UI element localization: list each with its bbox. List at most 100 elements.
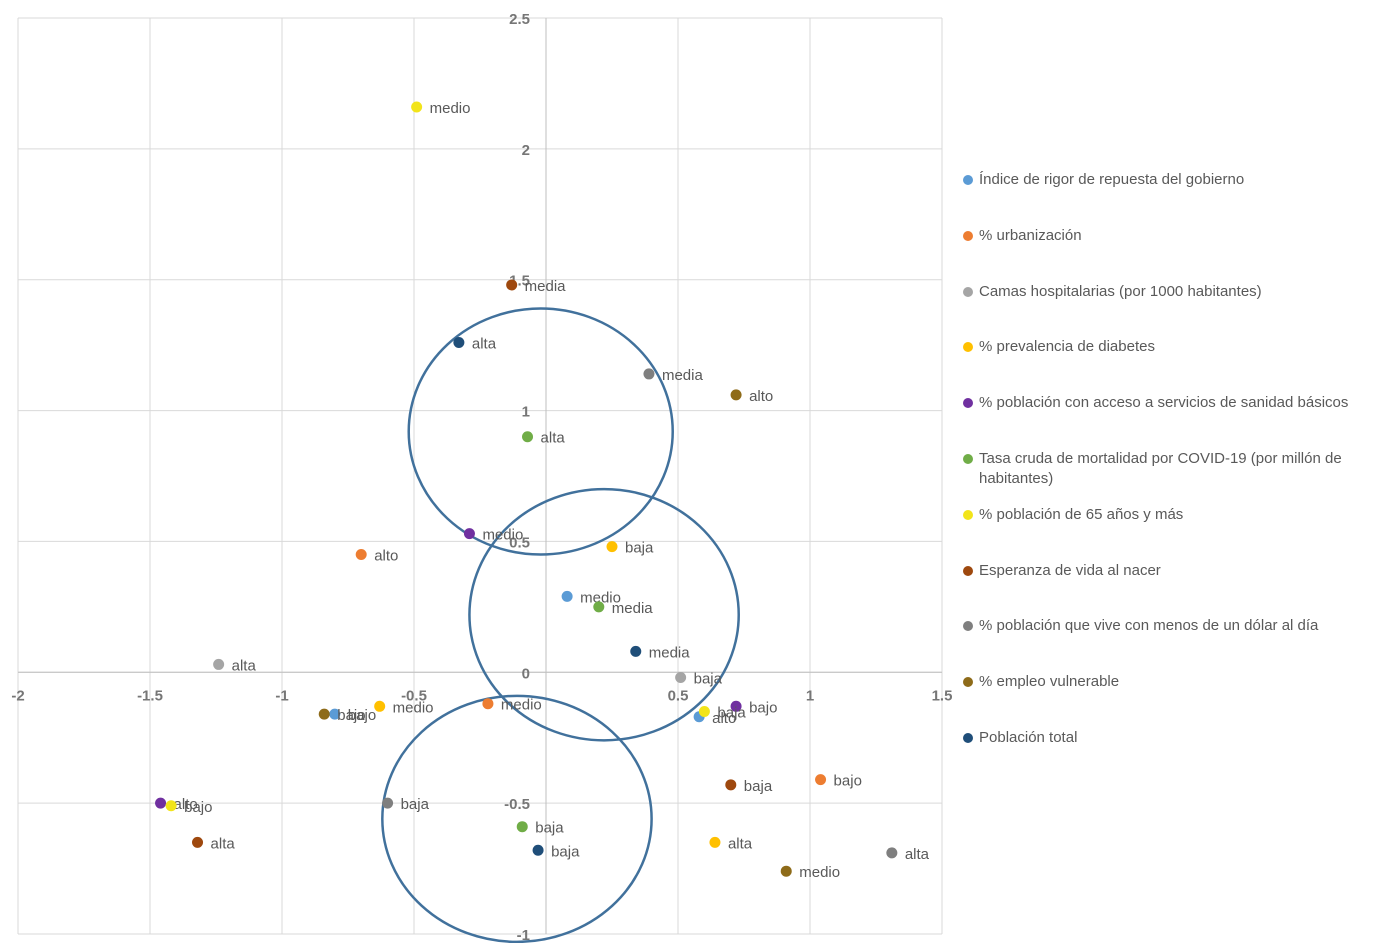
legend-marker-icon <box>963 230 973 241</box>
x-tick-label: 0.5 <box>668 687 689 704</box>
data-label: medio <box>799 864 840 881</box>
x-tick-label: -1.5 <box>137 687 163 704</box>
cluster-circle <box>468 487 740 742</box>
tick-labels: -2 -1.5 -1 -0.5 0.5 1 1.5-1-0.500.511.522.5 <box>11 11 952 943</box>
data-label: alta <box>541 430 566 447</box>
y-tick-label: 2.5 <box>509 11 530 28</box>
cluster-circles <box>381 307 740 943</box>
cluster-circle <box>381 694 653 943</box>
data-point <box>463 528 475 540</box>
legend-marker-icon <box>963 398 973 409</box>
legend-label: Esperanza de vida al nacer <box>979 561 1161 579</box>
legend-marker-icon <box>963 509 973 520</box>
legend-label: % empleo vulnerable <box>979 673 1120 691</box>
data-point <box>155 797 167 809</box>
legend-label: Tasa cruda de mortalidad por COVID-19 (p… <box>979 450 1342 487</box>
data-label: alto <box>174 796 198 813</box>
data-point <box>709 836 721 848</box>
data-label: media <box>662 367 704 384</box>
legend-label: Camas hospitalarias (por 1000 habitantes… <box>979 282 1262 300</box>
legend-item: Esperanza de vida al nacer <box>963 561 1393 581</box>
data-label: baja <box>717 705 746 722</box>
data-point <box>675 672 687 684</box>
data-label: medio <box>482 527 523 544</box>
data-label: bajo <box>184 799 212 816</box>
x-tick-label: -1 <box>275 687 288 704</box>
grid-lines <box>17 17 943 935</box>
data-point <box>730 389 742 401</box>
data-point <box>532 844 544 856</box>
data-label: bajo <box>348 707 376 724</box>
data-point <box>593 601 605 613</box>
data-label: bajo <box>834 773 862 790</box>
y-tick-label: -0.5 <box>504 796 530 813</box>
legend-item: Población total <box>963 728 1393 748</box>
cluster-circle <box>407 307 674 556</box>
data-point <box>630 645 642 657</box>
legend-item: Índice de rigor de repuesta del gobierno <box>963 170 1393 190</box>
data-point <box>192 836 204 848</box>
data-label: baja <box>625 540 654 557</box>
legend-marker-icon <box>963 286 973 297</box>
legend-marker-icon <box>963 733 973 743</box>
legend-item: % empleo vulnerable <box>963 672 1393 692</box>
data-label: alta <box>905 846 930 863</box>
legend-label: Índice de rigor de repuesta del gobierno <box>979 171 1245 188</box>
data-label: baja <box>535 820 564 837</box>
legend-item: % urbanización <box>963 226 1393 246</box>
legend-label: % población con acceso a servicios de sa… <box>979 394 1349 412</box>
data-point <box>506 279 518 291</box>
legend-label: % población de 65 años y más <box>979 505 1184 523</box>
data-point <box>374 700 386 712</box>
legend-marker-icon <box>963 342 973 353</box>
data-label: bajo <box>749 699 777 716</box>
legend-marker-icon <box>963 677 973 688</box>
data-label: baja <box>401 796 430 813</box>
data-point <box>815 774 827 786</box>
data-point <box>522 431 534 443</box>
data-label: baja <box>744 778 773 795</box>
y-tick-label: 0 <box>522 665 530 682</box>
data-label: alta <box>728 835 753 852</box>
data-label: alta <box>232 657 257 674</box>
data-point <box>318 708 330 720</box>
data-point <box>730 700 742 712</box>
data-label: medio <box>580 589 621 606</box>
legend-marker-icon <box>963 565 973 576</box>
y-tick-label: 1 <box>522 404 530 421</box>
data-point <box>482 698 494 710</box>
data-label: baja <box>694 671 723 688</box>
data-point <box>411 101 423 113</box>
legend-marker-icon <box>963 621 973 632</box>
legend-label: % prevalencia de diabetes <box>979 338 1155 356</box>
data-point <box>643 368 655 380</box>
y-tick-label: 2 <box>522 142 530 159</box>
legend-marker-icon <box>963 454 973 464</box>
data-point <box>355 549 367 561</box>
x-tick-label: 1.5 <box>932 687 953 704</box>
x-tick-label: -0.5 <box>401 687 427 704</box>
data-label: media <box>525 278 567 295</box>
data-point <box>453 337 465 349</box>
data-point <box>382 797 394 809</box>
data-point <box>886 847 898 859</box>
data-label: media <box>612 600 654 617</box>
x-tick-label: 1 <box>806 687 814 704</box>
legend-item: % población con acceso a servicios de sa… <box>963 393 1393 413</box>
legend-item: % prevalencia de diabetes <box>963 337 1393 357</box>
data-point <box>213 658 225 670</box>
legend-item: % población que vive con menos de un dól… <box>963 616 1393 636</box>
axes <box>18 18 942 934</box>
y-tick-label: -1 <box>517 927 530 943</box>
data-label: bajo <box>337 707 365 724</box>
data-point <box>725 779 737 791</box>
data-label: alta <box>211 835 236 852</box>
data-point <box>516 821 528 833</box>
data-label: media <box>649 644 691 661</box>
data-point <box>561 590 573 602</box>
data-point <box>698 706 710 718</box>
data-label: alto <box>374 548 398 565</box>
data-label: medio <box>430 100 471 117</box>
